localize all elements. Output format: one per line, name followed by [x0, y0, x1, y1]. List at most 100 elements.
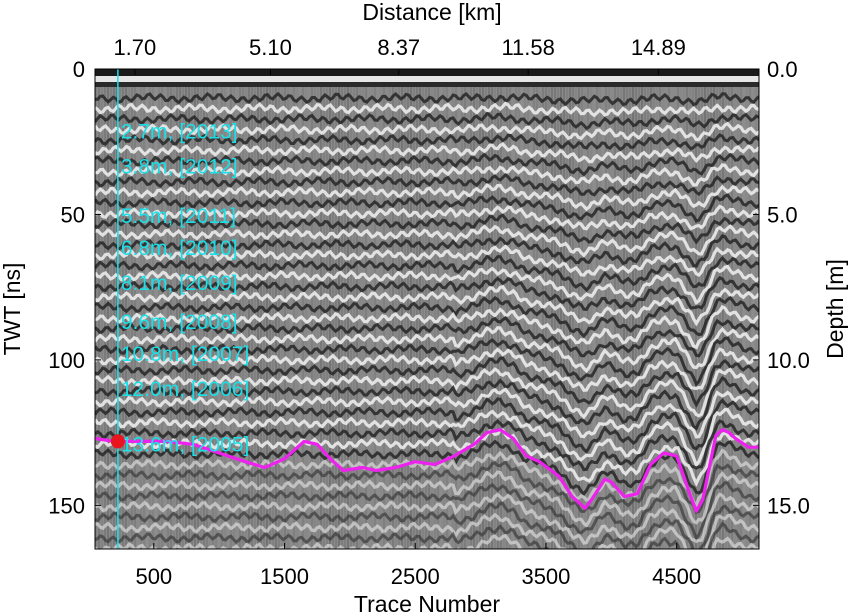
radar-trace-texture — [227, 69, 229, 549]
radar-trace-texture — [155, 69, 157, 549]
radar-trace-texture — [389, 69, 391, 549]
radar-trace-texture — [164, 69, 166, 549]
radar-trace-texture — [104, 69, 106, 549]
radar-trace-texture — [497, 69, 499, 549]
layer-annotation: 12.0m, [2006] — [121, 378, 249, 401]
radar-reflection-band — [95, 224, 759, 258]
x2-tick-label: 5.10 — [249, 35, 292, 60]
radar-trace-texture — [377, 69, 379, 549]
x2-tick-label: 1.70 — [113, 35, 156, 60]
radar-reflection-band — [95, 141, 759, 164]
radar-reflection-band — [95, 275, 759, 311]
radar-trace-texture — [614, 69, 616, 549]
horizon-2005-line — [95, 428, 759, 513]
y-axis-label: TWT [ns] — [0, 263, 25, 356]
chart-marks: 2.7m, [2013] 3.8m, [2012] 5.5m, [2011] 6.8m… — [95, 69, 759, 549]
radar-trace-texture — [545, 69, 547, 549]
radar-trace-texture — [485, 69, 487, 549]
radar-trace-texture — [98, 69, 100, 549]
radar-trace-texture — [479, 69, 481, 549]
layer-annotation: 8.1m, [2009] — [121, 272, 238, 295]
radar-trace-texture — [110, 69, 112, 549]
radar-trace-texture — [413, 69, 415, 549]
radar-trace-texture — [293, 69, 295, 549]
radar-trace-texture — [494, 69, 496, 549]
y2-tick-label: 15.0 — [767, 493, 810, 518]
y2-tick-label: 10.0 — [767, 348, 810, 373]
radar-trace-texture — [281, 69, 283, 549]
radar-trace-texture — [476, 69, 478, 549]
radar-trace-texture — [566, 69, 568, 549]
radar-trace-texture — [593, 69, 595, 549]
radar-trace-texture — [425, 69, 427, 549]
radar-trace-texture — [743, 69, 745, 549]
radar-trace-texture — [734, 69, 736, 549]
radar-trace-texture — [656, 69, 658, 549]
y-tick-label: 0 — [73, 57, 85, 82]
radar-reflection-band — [95, 133, 759, 152]
radar-trace-texture — [578, 69, 580, 549]
radar-reflection-band — [95, 512, 759, 549]
radar-trace-texture — [572, 69, 574, 549]
radar-reflection-band — [95, 356, 759, 408]
radar-trace-texture — [611, 69, 613, 549]
radar-trace-texture — [740, 69, 742, 549]
radar-reflection-band — [95, 204, 759, 231]
radar-trace-texture — [617, 69, 619, 549]
radar-direct-wave — [95, 69, 759, 76]
radar-trace-texture — [107, 69, 109, 549]
radar-trace-texture — [548, 69, 550, 549]
radar-trace-texture — [224, 69, 226, 549]
radar-trace-texture — [629, 69, 631, 549]
radar-reflection-band — [95, 101, 759, 118]
radar-trace-texture — [287, 69, 289, 549]
plot-frame — [94, 68, 760, 550]
radar-trace-texture — [350, 69, 352, 549]
radar-direct-wave — [95, 82, 759, 87]
x-tick-label: 1500 — [260, 564, 309, 589]
radar-trace-texture — [698, 69, 700, 549]
radar-trace-texture — [119, 69, 121, 549]
radar-trace-texture — [254, 69, 256, 549]
radar-trace-texture — [137, 69, 139, 549]
radar-trace-texture — [296, 69, 298, 549]
radar-trace-texture — [455, 69, 457, 549]
radar-trace-texture — [215, 69, 217, 549]
radar-reflection-band — [95, 448, 759, 508]
radar-trace-texture — [620, 69, 622, 549]
radar-trace-texture — [536, 69, 538, 549]
y2-tick-label: 5.0 — [767, 202, 798, 227]
radar-trace-texture — [308, 69, 310, 549]
radar-reflection-band — [95, 460, 759, 514]
radar-reflection-band — [95, 152, 759, 177]
radar-reflection-band — [95, 316, 759, 358]
radar-reflection-band — [95, 325, 759, 374]
radar-reflection-band — [95, 521, 759, 549]
radar-trace-texture — [401, 69, 403, 549]
radar-trace-texture — [716, 69, 718, 549]
radar-trace-texture — [602, 69, 604, 549]
radar-reflection-band — [95, 481, 759, 542]
radar-trace-texture — [422, 69, 424, 549]
marker-point — [110, 434, 125, 449]
radar-reflection-band — [95, 213, 759, 245]
radar-reflection-band — [95, 254, 759, 293]
x-tick-label: 2500 — [391, 564, 440, 589]
radar-trace-texture — [125, 69, 127, 549]
radar-reflection-band — [95, 91, 759, 107]
radar-reflection-band — [95, 234, 759, 268]
radar-direct-wave — [95, 76, 759, 82]
radar-trace-texture — [437, 69, 439, 549]
radar-reflection-band — [95, 501, 759, 549]
radar-trace-texture — [539, 69, 541, 549]
radar-trace-texture — [623, 69, 625, 549]
radargram-reflections — [95, 69, 759, 549]
radar-reflection-band — [95, 193, 759, 223]
radar-trace-texture — [569, 69, 571, 549]
radar-reflection-band — [95, 375, 759, 431]
radar-trace-texture — [680, 69, 682, 549]
radar-trace-texture — [176, 69, 178, 549]
radar-trace-texture — [284, 69, 286, 549]
